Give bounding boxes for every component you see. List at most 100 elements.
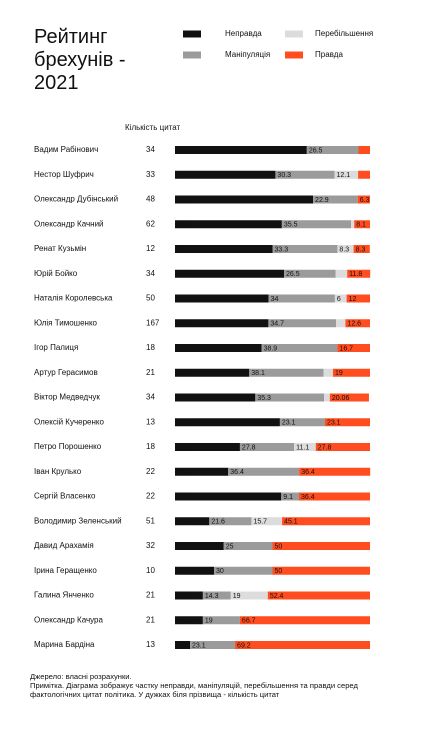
bar-segment <box>268 319 337 328</box>
data-label: 36.4 <box>301 469 315 476</box>
legend-label: Правда <box>315 50 343 59</box>
bar-segment <box>358 170 370 179</box>
bar-segment <box>249 368 324 377</box>
bar-segment <box>347 269 371 278</box>
bar-segment <box>175 641 191 649</box>
data-label: 15.7 <box>253 519 267 526</box>
data-label: 12.1 <box>337 172 351 179</box>
note: Джерело: власні розрахунки. <box>30 672 132 681</box>
bar-segment <box>223 542 273 550</box>
bar-segment <box>175 566 214 575</box>
data-label: 47.9 <box>177 321 191 328</box>
data-label: 12 <box>349 296 357 303</box>
bar-segment <box>358 146 370 154</box>
data-label: 14.3 <box>205 593 219 600</box>
bar-segment <box>175 443 240 451</box>
legend-swatch <box>285 51 303 59</box>
bar-segment <box>299 492 370 501</box>
data-label: 20 <box>177 568 185 575</box>
data-label: 19 <box>233 593 241 600</box>
category-label: Олександр Качура <box>34 615 104 624</box>
data-label: 25 <box>177 543 185 550</box>
bar-segment <box>329 393 369 402</box>
data-label: 17.6 <box>177 519 191 526</box>
bar-segment <box>275 170 335 179</box>
bar-segment <box>202 616 240 625</box>
data-label: 55.9 <box>177 271 191 278</box>
data-label: 33.3 <box>275 246 289 253</box>
data-label: 27.3 <box>177 469 191 476</box>
data-label: 34.7 <box>270 321 284 328</box>
bar-segment <box>239 443 295 451</box>
quote-count: 18 <box>146 343 155 352</box>
data-label: 11.1 <box>296 444 309 451</box>
category-label: Ігор Палиця <box>34 343 78 352</box>
bar-segment <box>334 170 359 179</box>
category-label: Олександр Дубінський <box>34 195 118 204</box>
quote-count: 34 <box>146 269 155 278</box>
bar-segment <box>351 220 355 229</box>
bar-segment <box>175 542 224 550</box>
data-label: 35.5 <box>284 222 298 229</box>
bar-segment <box>306 146 359 154</box>
category-label: Володимир Зеленський <box>34 516 122 525</box>
data-label: 38.1 <box>251 370 265 377</box>
bar-segment <box>346 294 370 303</box>
category-label: Ірина Геращенко <box>34 566 97 575</box>
quote-count: 62 <box>146 219 155 228</box>
data-label: 41.2 <box>177 395 191 402</box>
title-line: брехунів - <box>34 49 126 71</box>
data-label: 50 <box>275 568 283 575</box>
bar-segment <box>353 245 370 253</box>
bar-segment <box>175 368 250 377</box>
bar-segment <box>230 591 268 600</box>
bar-segment <box>336 319 346 328</box>
data-label: 7.7 <box>177 642 187 649</box>
data-label: 54.5 <box>177 494 191 501</box>
bar-segment <box>323 368 333 377</box>
quote-count: 32 <box>146 541 155 550</box>
category-label: Вадим Рабінович <box>34 145 98 154</box>
category-label: Наталія Королевська <box>34 294 113 303</box>
data-label: 35.3 <box>257 395 271 402</box>
category-label: Петро Порошенко <box>34 442 102 451</box>
data-label: 22.9 <box>315 197 329 204</box>
category-label: Марина Бардіна <box>34 640 95 649</box>
bar-segment <box>209 517 252 526</box>
category-label: Олександр Качний <box>34 219 104 228</box>
quote-count: 21 <box>146 615 155 624</box>
data-label: 26.5 <box>286 271 300 278</box>
bar-segment <box>299 467 371 476</box>
bar-segment <box>251 517 283 526</box>
chart-title: Рейтинг брехунів -2021 <box>34 26 126 94</box>
data-label: 16.7 <box>339 345 353 352</box>
bar-segment <box>175 170 276 179</box>
bar-segment <box>255 393 325 402</box>
bar-segment <box>261 344 338 352</box>
bar-segment <box>357 195 370 204</box>
category-label: Ренат Кузьмін <box>34 244 86 253</box>
bar-segment <box>175 195 314 204</box>
bar-segment <box>239 616 370 625</box>
category-label: Юлія Тимошенко <box>34 318 98 327</box>
bar-segment <box>175 146 307 154</box>
category-label: Віктор Медведчук <box>34 393 100 402</box>
bar-segment <box>315 443 370 451</box>
bar-segment <box>284 269 336 278</box>
data-label: 9.1 <box>283 494 293 501</box>
bar-segment <box>324 393 330 402</box>
bar-segment <box>175 344 262 352</box>
data-label: 21.6 <box>211 519 225 526</box>
quote-count: 12 <box>146 244 155 253</box>
quote-count: 48 <box>146 195 155 204</box>
bar-segment <box>228 467 300 476</box>
quote-count: 18 <box>146 442 155 451</box>
category-label: Нестор Шуфрич <box>34 170 94 179</box>
quote-count: 21 <box>146 591 155 600</box>
bar-segment <box>324 418 370 427</box>
quote-count: 51 <box>146 516 155 525</box>
bar-segment <box>190 641 236 649</box>
data-label: 66.7 <box>242 618 256 625</box>
quote-count: 167 <box>146 318 160 327</box>
